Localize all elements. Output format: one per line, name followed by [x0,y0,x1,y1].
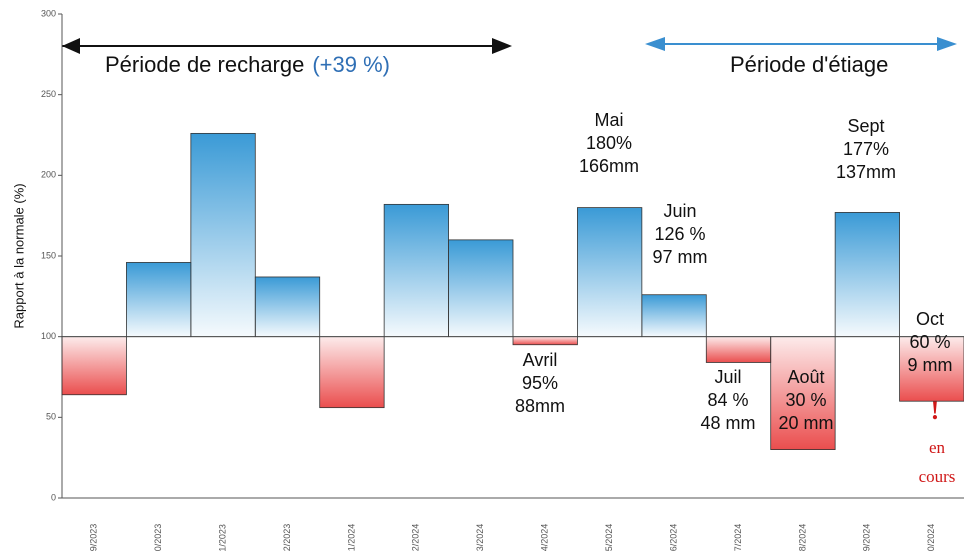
annotation: Juin [663,201,696,221]
bar [61,336,127,396]
x-tick-label: 08/2024 [797,524,807,551]
y-tick-label: 100 [41,331,56,341]
annotation: 9 mm [908,355,953,375]
annotation: 166mm [579,156,639,176]
y-tick-label: 150 [41,250,56,260]
annotation: 126 % [654,224,705,244]
x-tick-label: 11/2023 [217,524,227,551]
annotation: 177% [843,139,889,159]
annotation: 137mm [836,162,896,182]
annotation: Mai [594,110,623,130]
annotation: 60 % [909,332,950,352]
bar [383,203,449,338]
x-tick-label: 07/2024 [733,524,743,551]
bar [448,239,514,338]
x-tick-label: 10/2024 [926,524,936,551]
x-tick-label: 10/2023 [153,524,163,551]
x-tick-label: 03/2024 [475,524,485,551]
x-tick-label: 04/2024 [540,524,550,551]
x-tick-label: 06/2024 [668,524,678,551]
x-tick-label: 02/2024 [411,524,421,551]
bar [641,294,707,338]
y-axis-label: Rapport à la normale (%) [11,183,26,328]
y-tick-label: 0 [51,492,56,502]
arrow-head [937,37,957,51]
x-tick-label: 09/2023 [89,524,99,551]
y-tick-label: 250 [41,89,56,99]
annotation: 88mm [515,396,565,416]
bar [705,336,772,363]
bar [190,132,256,338]
annotation: Sept [847,116,884,136]
annotation: 48 mm [700,413,755,433]
bar [770,336,836,450]
bar [319,336,385,409]
bar [834,212,900,338]
arrow-head [645,37,665,51]
bar [577,207,643,338]
status-note: ! [931,396,940,425]
x-tick-label: 01/2024 [346,524,356,551]
annotation: Juil [714,367,741,387]
period-label: Période d'étiage [730,52,888,77]
bar [899,336,964,402]
y-tick-label: 200 [41,170,56,180]
annotation: 84 % [707,390,748,410]
annotation: Oct [916,309,944,329]
period-label: Période de recharge [105,52,304,77]
y-tick-label: 50 [46,412,56,422]
status-note: cours [919,467,956,486]
bar [254,276,321,338]
annotation: 180% [586,133,632,153]
bar [126,262,192,338]
y-tick-label: 300 [41,8,56,18]
annotation: 95% [522,373,558,393]
annotation: Avril [523,350,558,370]
status-note: en [929,438,946,457]
annotation: 20 mm [778,413,833,433]
annotation: 30 % [785,390,826,410]
annotation: 97 mm [652,247,707,267]
arrow-head [62,38,80,54]
annotation: Août [787,367,824,387]
bar [512,336,578,346]
x-tick-label: 12/2023 [282,524,292,551]
x-tick-label: 05/2024 [604,524,614,551]
x-tick-label: 09/2024 [862,524,872,551]
period-note: (+39 %) [312,52,390,77]
arrow-head [492,38,512,54]
